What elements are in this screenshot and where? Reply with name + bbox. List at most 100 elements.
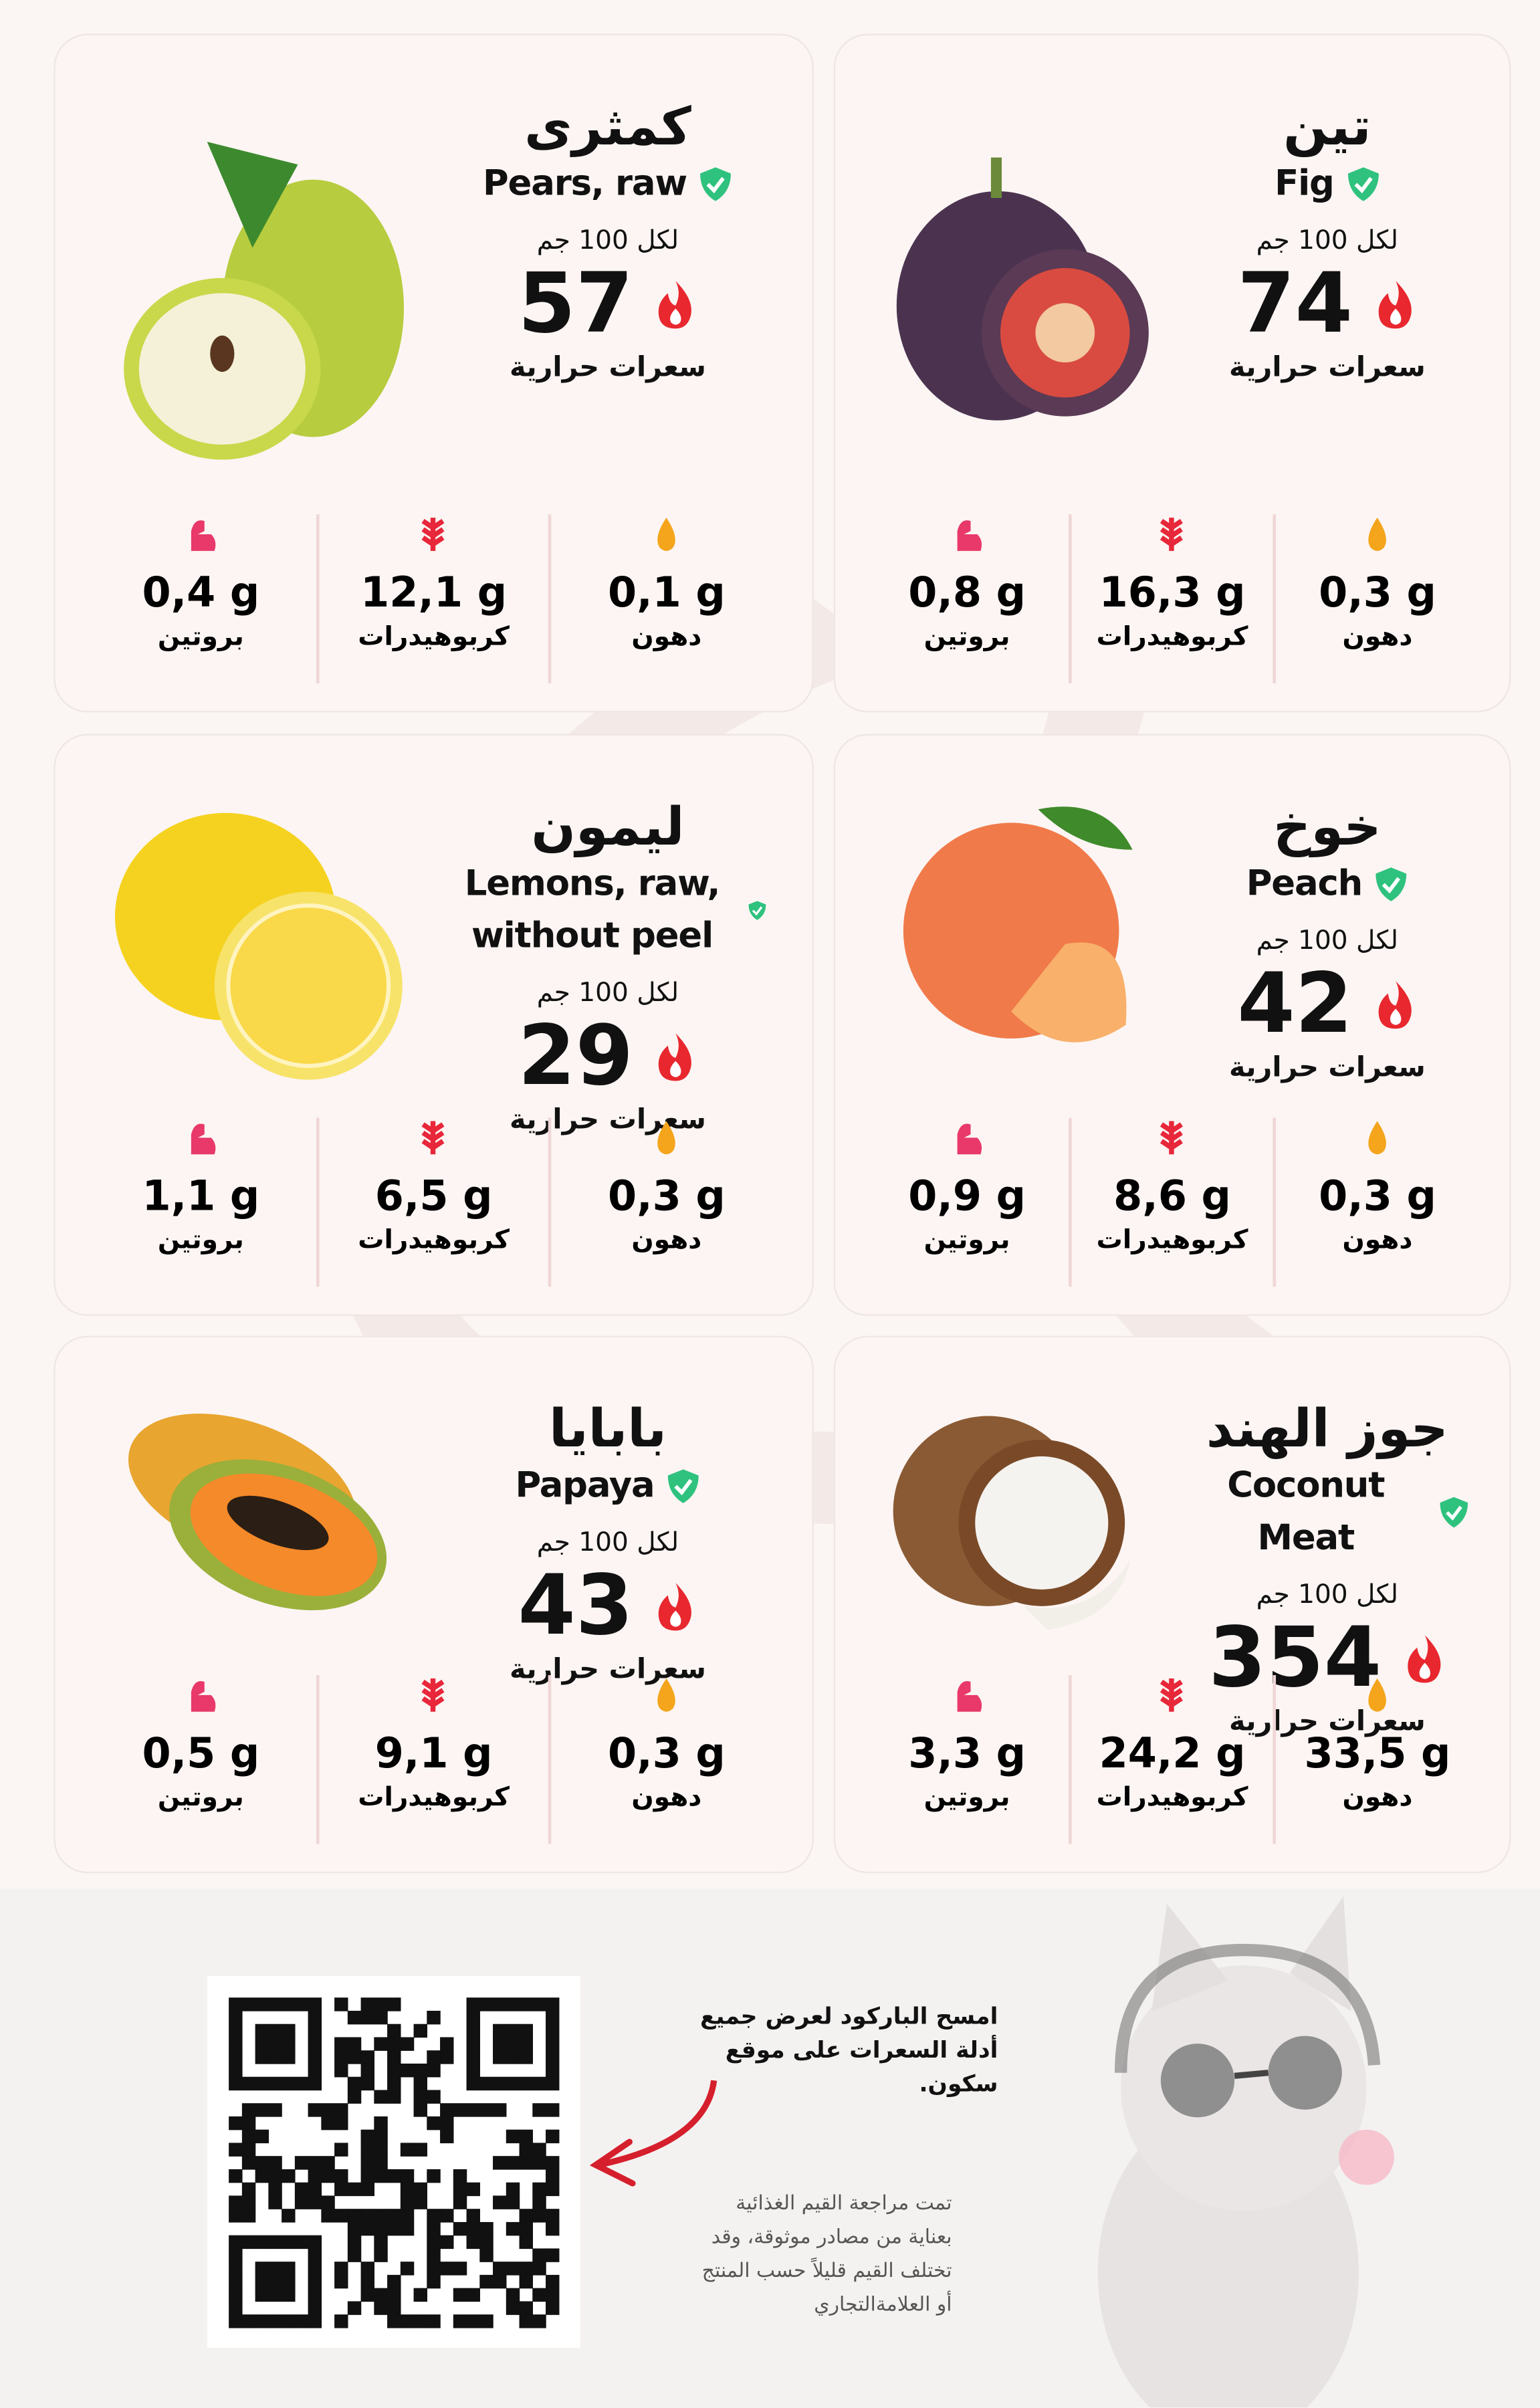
qr-module [466,1997,480,2011]
qr-module [440,2116,454,2130]
qr-module [427,2090,441,2104]
nutrient-value: 0,3 g [1319,1173,1436,1221]
qr-module [466,2314,480,2328]
qr-module [255,2037,269,2051]
qr-module [387,2209,401,2223]
note-line: تمت مراجعة القيم الغذائية [736,2192,952,2216]
qr-module [427,2274,441,2289]
qr-module [321,2169,335,2183]
qr-module [334,2050,348,2064]
qr-module [241,2103,256,2117]
qr-module [347,2221,362,2236]
qr-module [532,2314,546,2328]
nutrient-label: بروتين [157,1782,244,1814]
qr-module [255,2235,269,2250]
nutrient-label: كربوهيدرات [1096,1782,1248,1814]
calories-label: سعرات حرارية [1228,1051,1426,1085]
name-english-row: Lemons, raw, without peel [449,859,766,963]
qr-module [453,2169,467,2183]
qr-module [453,2182,467,2197]
scan-text: امسح الباركود لعرض جميع أدلة السعرات على … [645,1999,998,2101]
qr-module [466,2235,480,2250]
nutrient: 9,1 g كربوهيدرات [316,1675,548,1844]
qr-module [493,2262,507,2276]
nutrient: 24,2 g كربوهيدرات [1068,1675,1273,1844]
food-image [86,78,434,499]
qr-box [207,1976,580,2348]
qr-module [413,2063,428,2078]
qr-module [506,2195,520,2209]
nutrient: 0,3 g دهون [548,1675,781,1844]
nutrient-value: 1,1 g [142,1173,260,1221]
qr-module [506,2129,520,2144]
qr-module [466,2076,480,2091]
qr-module [400,2037,415,2051]
qr-module [255,2156,269,2170]
serving: لكل 100 جم [1256,1579,1399,1611]
qr-module [360,2221,375,2236]
qr-module [546,2301,560,2315]
nutrient-icon [422,1121,445,1155]
nutrient: 16,3 g كربوهيدرات [1068,514,1273,683]
verified-icon [748,901,766,920]
qr-module [479,2248,493,2262]
qr-module [466,2182,480,2197]
qr-module [519,2023,533,2038]
nutrient-icon [422,518,445,551]
qr-module [308,2156,322,2170]
calories-label: سعرات حرارية [510,1103,706,1137]
scan-line: أدلة السعرات على موقع سكون. [725,2036,998,2098]
qr-module [294,2314,309,2328]
qr-module [268,2103,282,2117]
food-card: كمثرى Pears, raw لكل 100 جم 57 سعرات حرارية 0… [53,33,814,713]
qr-module [374,2209,388,2223]
qr-module [321,2209,335,2223]
verified-icon [700,167,732,201]
qr-module [387,2169,401,2183]
food-info: كمثرى Pears, raw لكل 100 جم 57 سعرات حرارية [449,97,766,384]
food-card: بابايا Papaya لكل 100 جم 43 سعرات حرارية 0,3 … [53,1335,814,1874]
serving: لكل 100 جم [1256,225,1399,257]
nutrient-value: 24,2 g [1099,1730,1246,1778]
qr-module [268,1997,282,2011]
qr-module [229,2037,243,2051]
nutrient-label: كربوهيدرات [358,621,510,653]
qr-module [374,2037,388,2051]
flame-icon [659,281,692,329]
name-english: Peach [1246,864,1363,905]
footer: امسح الباركود لعرض جميع أدلة السعرات على … [0,1888,1540,2408]
nutrients: 33,5 g دهون 24,2 g كربوهيدرات 3,3 g بروتين [866,1675,1478,1844]
nutrient-label: بروتين [923,1782,1010,1814]
qr-module [413,2195,428,2209]
qr-module [506,2301,520,2315]
calories: 29 [518,1007,634,1104]
qr-module [321,2156,335,2170]
qr-module [255,2076,269,2091]
qr-module [347,2301,362,2315]
qr-module [387,2288,401,2302]
qr-module [519,2314,533,2328]
qr-module [453,2195,467,2209]
qr-module [347,2050,362,2064]
qr-module [360,1997,375,2011]
qr-module [374,2156,388,2170]
qr-module [334,2143,348,2157]
qr-module [229,2274,243,2289]
nutrient-value: 3,3 g [908,1730,1026,1778]
nutrient-value: 9,1 g [374,1730,493,1778]
name-arabic: جوز الهند [1206,1398,1448,1460]
qr-module [546,2050,560,2064]
name-english-row: Papaya [449,1460,766,1513]
qr-module [334,2274,348,2289]
name-english: Fig [1275,164,1335,205]
qr-module [282,2262,296,2276]
nutrient-value: 0,5 g [142,1730,260,1778]
cat-illustration [1097,1896,1394,2408]
qr-module [506,1997,520,2011]
nutrient-value: 0,3 g [1319,569,1436,618]
nutrient-icon [957,520,982,551]
nutrient: 0,9 g بروتين [866,1118,1068,1287]
nutrient-value: 0,4 g [142,569,260,618]
qr-module [255,2103,269,2117]
qr-module [546,2274,560,2289]
